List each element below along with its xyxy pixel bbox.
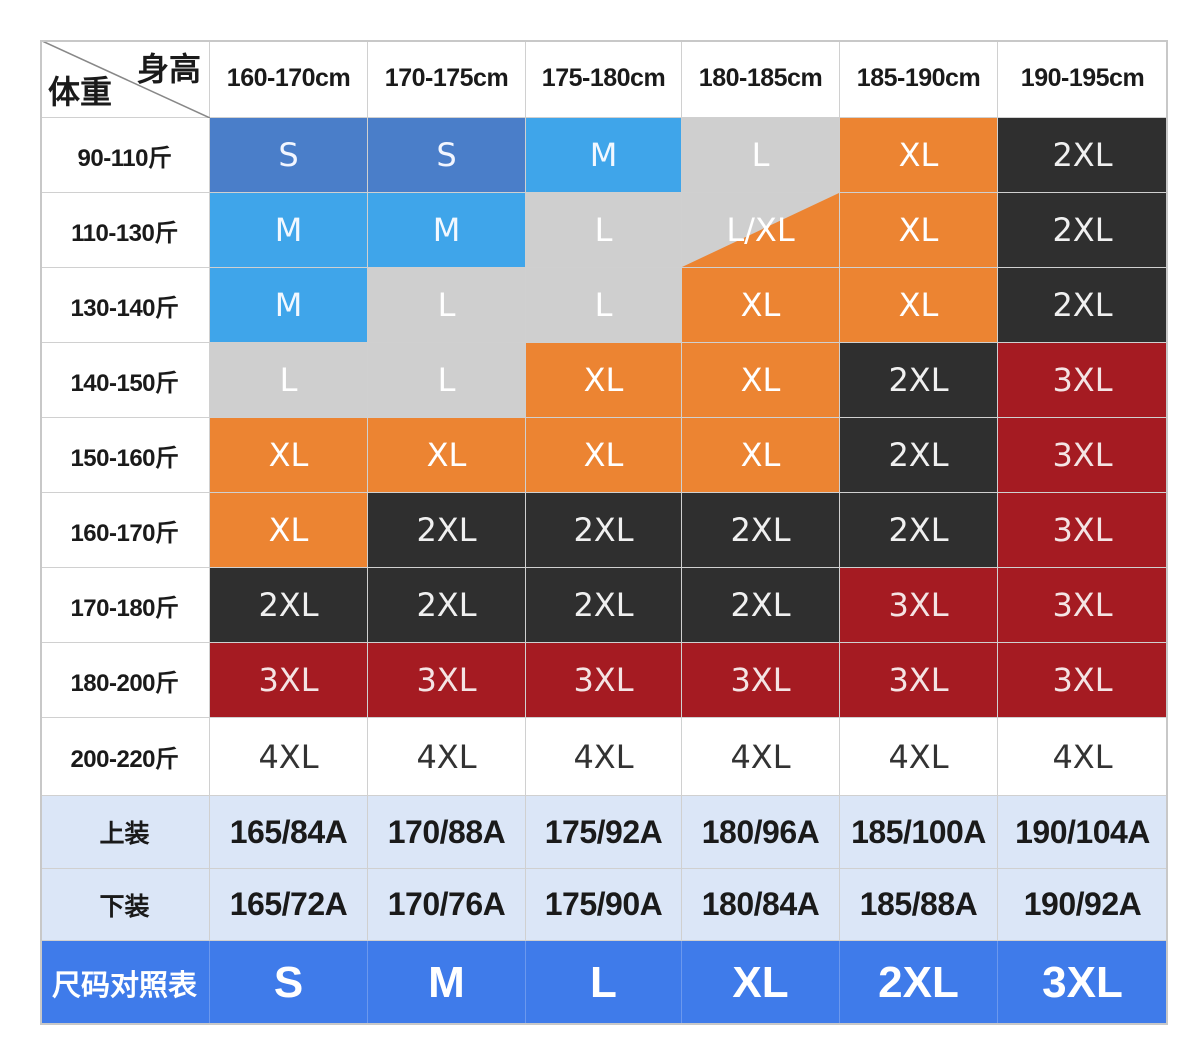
size-reference-label: 尺码对照表 [40, 941, 210, 1025]
height-range-header: 175-180cm [526, 40, 682, 118]
size-cell: 2XL [998, 193, 1168, 268]
weight-range-label: 140-150斤 [40, 343, 210, 418]
size-cell: M [210, 268, 368, 343]
size-reference-value: M [368, 941, 526, 1025]
top-wear-spec: 180/96A [682, 796, 840, 869]
size-cell: XL [210, 418, 368, 493]
size-cell: 3XL [998, 643, 1168, 718]
size-cell: XL [210, 493, 368, 568]
bottom-wear-spec: 180/84A [682, 869, 840, 941]
size-cell: M [526, 118, 682, 193]
size-cell: 3XL [526, 643, 682, 718]
size-cell: 3XL [998, 568, 1168, 643]
size-cell: XL [840, 193, 998, 268]
size-cell: 3XL [998, 343, 1168, 418]
size-cell: XL [840, 118, 998, 193]
size-cell: L [210, 343, 368, 418]
weight-range-label: 130-140斤 [40, 268, 210, 343]
split-color-overlay [682, 193, 839, 267]
bottom-wear-spec: 170/76A [368, 869, 526, 941]
size-cell: L [526, 193, 682, 268]
size-reference-value: 3XL [998, 941, 1168, 1025]
top-wear-spec: 175/92A [526, 796, 682, 869]
size-cell: 3XL [840, 568, 998, 643]
bottom-wear-spec: 190/92A [998, 869, 1168, 941]
top-wear-spec: 165/84A [210, 796, 368, 869]
size-cell: 3XL [840, 643, 998, 718]
size-cell: 3XL [210, 643, 368, 718]
size-cell: 2XL [682, 493, 840, 568]
size-chart-table: 身高 体重 160-170cm 170-175cm 175-180cm 180-185… [40, 40, 1168, 1025]
size-cell: XL [526, 418, 682, 493]
size-cell: M [368, 193, 526, 268]
size-cell: 2XL [998, 268, 1168, 343]
size-cell: M [210, 193, 368, 268]
size-cell: 4XL [682, 718, 840, 796]
size-cell: XL [682, 268, 840, 343]
top-wear-label: 上装 [40, 796, 210, 869]
weight-range-label: 90-110斤 [40, 118, 210, 193]
size-reference-value: XL [682, 941, 840, 1025]
size-cell: 2XL [840, 343, 998, 418]
weight-range-label: 160-170斤 [40, 493, 210, 568]
bottom-wear-label: 下装 [40, 869, 210, 941]
size-cell: 4XL [210, 718, 368, 796]
top-wear-spec: 185/100A [840, 796, 998, 869]
size-cell: XL [526, 343, 682, 418]
size-cell: L [526, 268, 682, 343]
weight-axis-label: 体重 [48, 74, 113, 110]
weight-range-label: 200-220斤 [40, 718, 210, 796]
bottom-wear-spec: 165/72A [210, 869, 368, 941]
height-axis-label: 身高 [136, 51, 201, 87]
height-range-header: 185-190cm [840, 40, 998, 118]
height-range-header: 170-175cm [368, 40, 526, 118]
size-cell: XL [368, 418, 526, 493]
size-cell: 2XL [840, 493, 998, 568]
height-range-header: 160-170cm [210, 40, 368, 118]
size-cell: S [368, 118, 526, 193]
size-cell: 3XL [368, 643, 526, 718]
weight-range-label: 150-160斤 [40, 418, 210, 493]
size-cell: L/XL [682, 193, 840, 268]
size-cell-label: L/XL [726, 211, 795, 249]
height-range-header: 190-195cm [998, 40, 1168, 118]
size-cell: S [210, 118, 368, 193]
size-cell: 2XL [998, 118, 1168, 193]
size-cell: 4XL [526, 718, 682, 796]
size-cell: L [682, 118, 840, 193]
size-cell: 2XL [840, 418, 998, 493]
size-cell: 2XL [368, 493, 526, 568]
top-wear-spec: 190/104A [998, 796, 1168, 869]
size-reference-value: L [526, 941, 682, 1025]
size-cell: 3XL [998, 493, 1168, 568]
size-cell: 4XL [840, 718, 998, 796]
size-cell: XL [682, 418, 840, 493]
size-cell: 2XL [526, 493, 682, 568]
size-cell: 4XL [998, 718, 1168, 796]
bottom-wear-spec: 175/90A [526, 869, 682, 941]
size-cell: 4XL [368, 718, 526, 796]
weight-range-label: 170-180斤 [40, 568, 210, 643]
size-cell: XL [840, 268, 998, 343]
weight-range-label: 110-130斤 [40, 193, 210, 268]
size-cell: L [368, 343, 526, 418]
size-cell: 3XL [998, 418, 1168, 493]
size-reference-value: S [210, 941, 368, 1025]
size-cell: 3XL [682, 643, 840, 718]
size-reference-value: 2XL [840, 941, 998, 1025]
size-cell: 2XL [526, 568, 682, 643]
weight-range-label: 180-200斤 [40, 643, 210, 718]
corner-header: 身高 体重 [40, 40, 210, 118]
height-range-header: 180-185cm [682, 40, 840, 118]
size-cell: XL [682, 343, 840, 418]
bottom-wear-spec: 185/88A [840, 869, 998, 941]
size-cell: 2XL [210, 568, 368, 643]
diagonal-divider [40, 40, 210, 118]
top-wear-spec: 170/88A [368, 796, 526, 869]
size-cell: 2XL [368, 568, 526, 643]
size-cell: 2XL [682, 568, 840, 643]
size-cell: L [368, 268, 526, 343]
